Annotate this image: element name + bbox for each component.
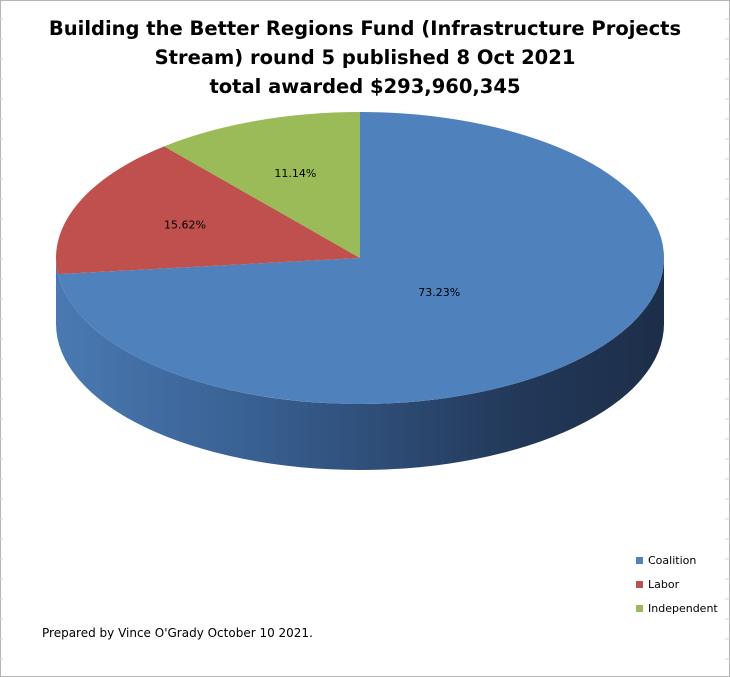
legend-label-labor: Labor xyxy=(648,577,680,591)
chart-title: Building the Better Regions Fund (Infras… xyxy=(15,14,715,101)
data-label-independent: 11.14% xyxy=(274,167,316,180)
legend-item-labor: Labor xyxy=(636,572,718,596)
legend-swatch-coalition xyxy=(636,556,643,564)
legend-item-independent: Independent xyxy=(636,596,718,620)
footnote: Prepared by Vince O'Grady October 10 202… xyxy=(42,626,313,640)
data-label-labor: 15.62% xyxy=(164,218,206,231)
pie-side-coalition xyxy=(56,258,664,470)
chart-title-line-3: total awarded $293,960,345 xyxy=(209,75,521,98)
chart-title-line-1: Building the Better Regions Fund (Infras… xyxy=(48,17,682,40)
legend-swatch-labor xyxy=(636,580,643,588)
chart-title-line-2: Stream) round 5 published 8 Oct 2021 xyxy=(154,46,576,69)
pie-slice-labor xyxy=(56,146,361,275)
legend-label-coalition: Coalition xyxy=(648,553,697,567)
legend-swatch-independent xyxy=(636,604,643,612)
data-label-coalition: 73.23% xyxy=(418,286,460,299)
legend: Coalition Labor Independent xyxy=(636,548,718,620)
legend-label-independent: Independent xyxy=(648,601,718,615)
pie-slice-independent xyxy=(164,112,360,258)
pie-slice-coalition xyxy=(57,112,664,404)
legend-item-coalition: Coalition xyxy=(636,548,718,572)
